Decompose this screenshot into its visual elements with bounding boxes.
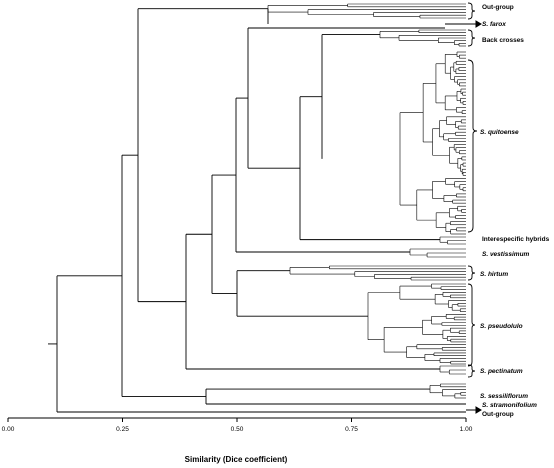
x-axis-title: Similarity (Dice coefficient)	[185, 455, 288, 464]
bracket-s-hirtum	[467, 265, 476, 281]
label-outgroup-bottom: Out-group	[482, 411, 514, 418]
x-axis-tick-label: 0.00	[2, 426, 15, 433]
label-s-stramonifolium: S. stramonifolium	[482, 402, 537, 409]
label-s-sessiliflorum: S. sessiliflorum	[480, 393, 528, 400]
bracket-outgroup-top	[467, 2, 476, 20]
bracket-s-pectinatum	[467, 364, 476, 378]
label-s-hirtum: S. hirtum	[480, 271, 508, 278]
label-back-crosses: Back crosses	[482, 37, 524, 44]
x-axis-ticks: 0.00 0.25 0.50 0.75 1.00	[2, 418, 473, 433]
label-s-pseudolulo: S. pseudolulo	[480, 323, 523, 330]
label-s-quitoense: S. quitoense	[480, 129, 519, 136]
x-axis-tick-label: 1.00	[460, 426, 473, 433]
x-axis-tick-label: 0.25	[116, 426, 129, 433]
bracket-back-crosses	[467, 29, 476, 47]
label-outgroup-top: Out-group	[482, 4, 514, 11]
arrow-outgroup-bottom-head	[475, 406, 482, 414]
bracket-s-pseudolulo	[467, 283, 476, 367]
arrow-s-farox-head	[475, 20, 482, 28]
group-brackets	[467, 2, 478, 378]
label-s-vestissimum: S. vestissimum	[482, 251, 530, 258]
label-s-farox: S. farox	[482, 21, 506, 28]
arrows	[466, 20, 482, 414]
label-s-pectinatum: S. pectinatum	[480, 368, 523, 375]
dendrogram-branches	[48, 3, 466, 413]
x-axis-tick-label: 0.50	[231, 426, 244, 433]
label-interspecific-hybrids: Interespecific hybrids	[482, 236, 550, 243]
bracket-s-quitoense	[467, 59, 478, 233]
x-axis-tick-label: 0.75	[345, 426, 358, 433]
x-axis: 0.00 0.25 0.50 0.75 1.00 Similarity (Dice co…	[2, 417, 473, 464]
